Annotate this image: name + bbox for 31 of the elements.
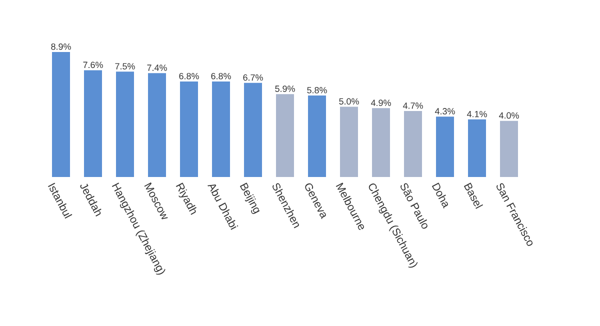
data-label: 7.5% [115, 63, 135, 70]
bar [404, 110, 422, 177]
bar [212, 81, 230, 177]
data-label: 5.9% [275, 86, 295, 92]
data-label: 7.4% [147, 64, 167, 71]
data-label: 7.6% [83, 62, 103, 68]
bar [116, 72, 134, 177]
bar [84, 70, 102, 177]
data-label: 6.8% [179, 72, 199, 80]
data-label: 5.8% [307, 86, 327, 94]
bar [372, 108, 390, 177]
bar [244, 82, 262, 177]
data-label: 6.7% [243, 74, 263, 81]
bar [308, 96, 326, 177]
bar [436, 116, 454, 177]
bar [500, 120, 518, 177]
data-label: 4.0% [498, 112, 519, 119]
data-label: 4.7% [402, 102, 423, 109]
data-label: 4.1% [466, 110, 487, 118]
x-tick-label: Doha [432, 182, 448, 208]
data-label: 4.3% [434, 108, 455, 114]
data-label: 6.8% [211, 72, 231, 80]
data-label: 8.9% [51, 43, 71, 50]
bar [180, 81, 198, 177]
bar [52, 52, 70, 177]
bar [468, 119, 486, 177]
bar [148, 73, 166, 177]
data-label: 5.0% [339, 98, 359, 105]
bar [276, 94, 294, 177]
bar [340, 106, 358, 177]
data-label: 4.9% [370, 100, 391, 106]
